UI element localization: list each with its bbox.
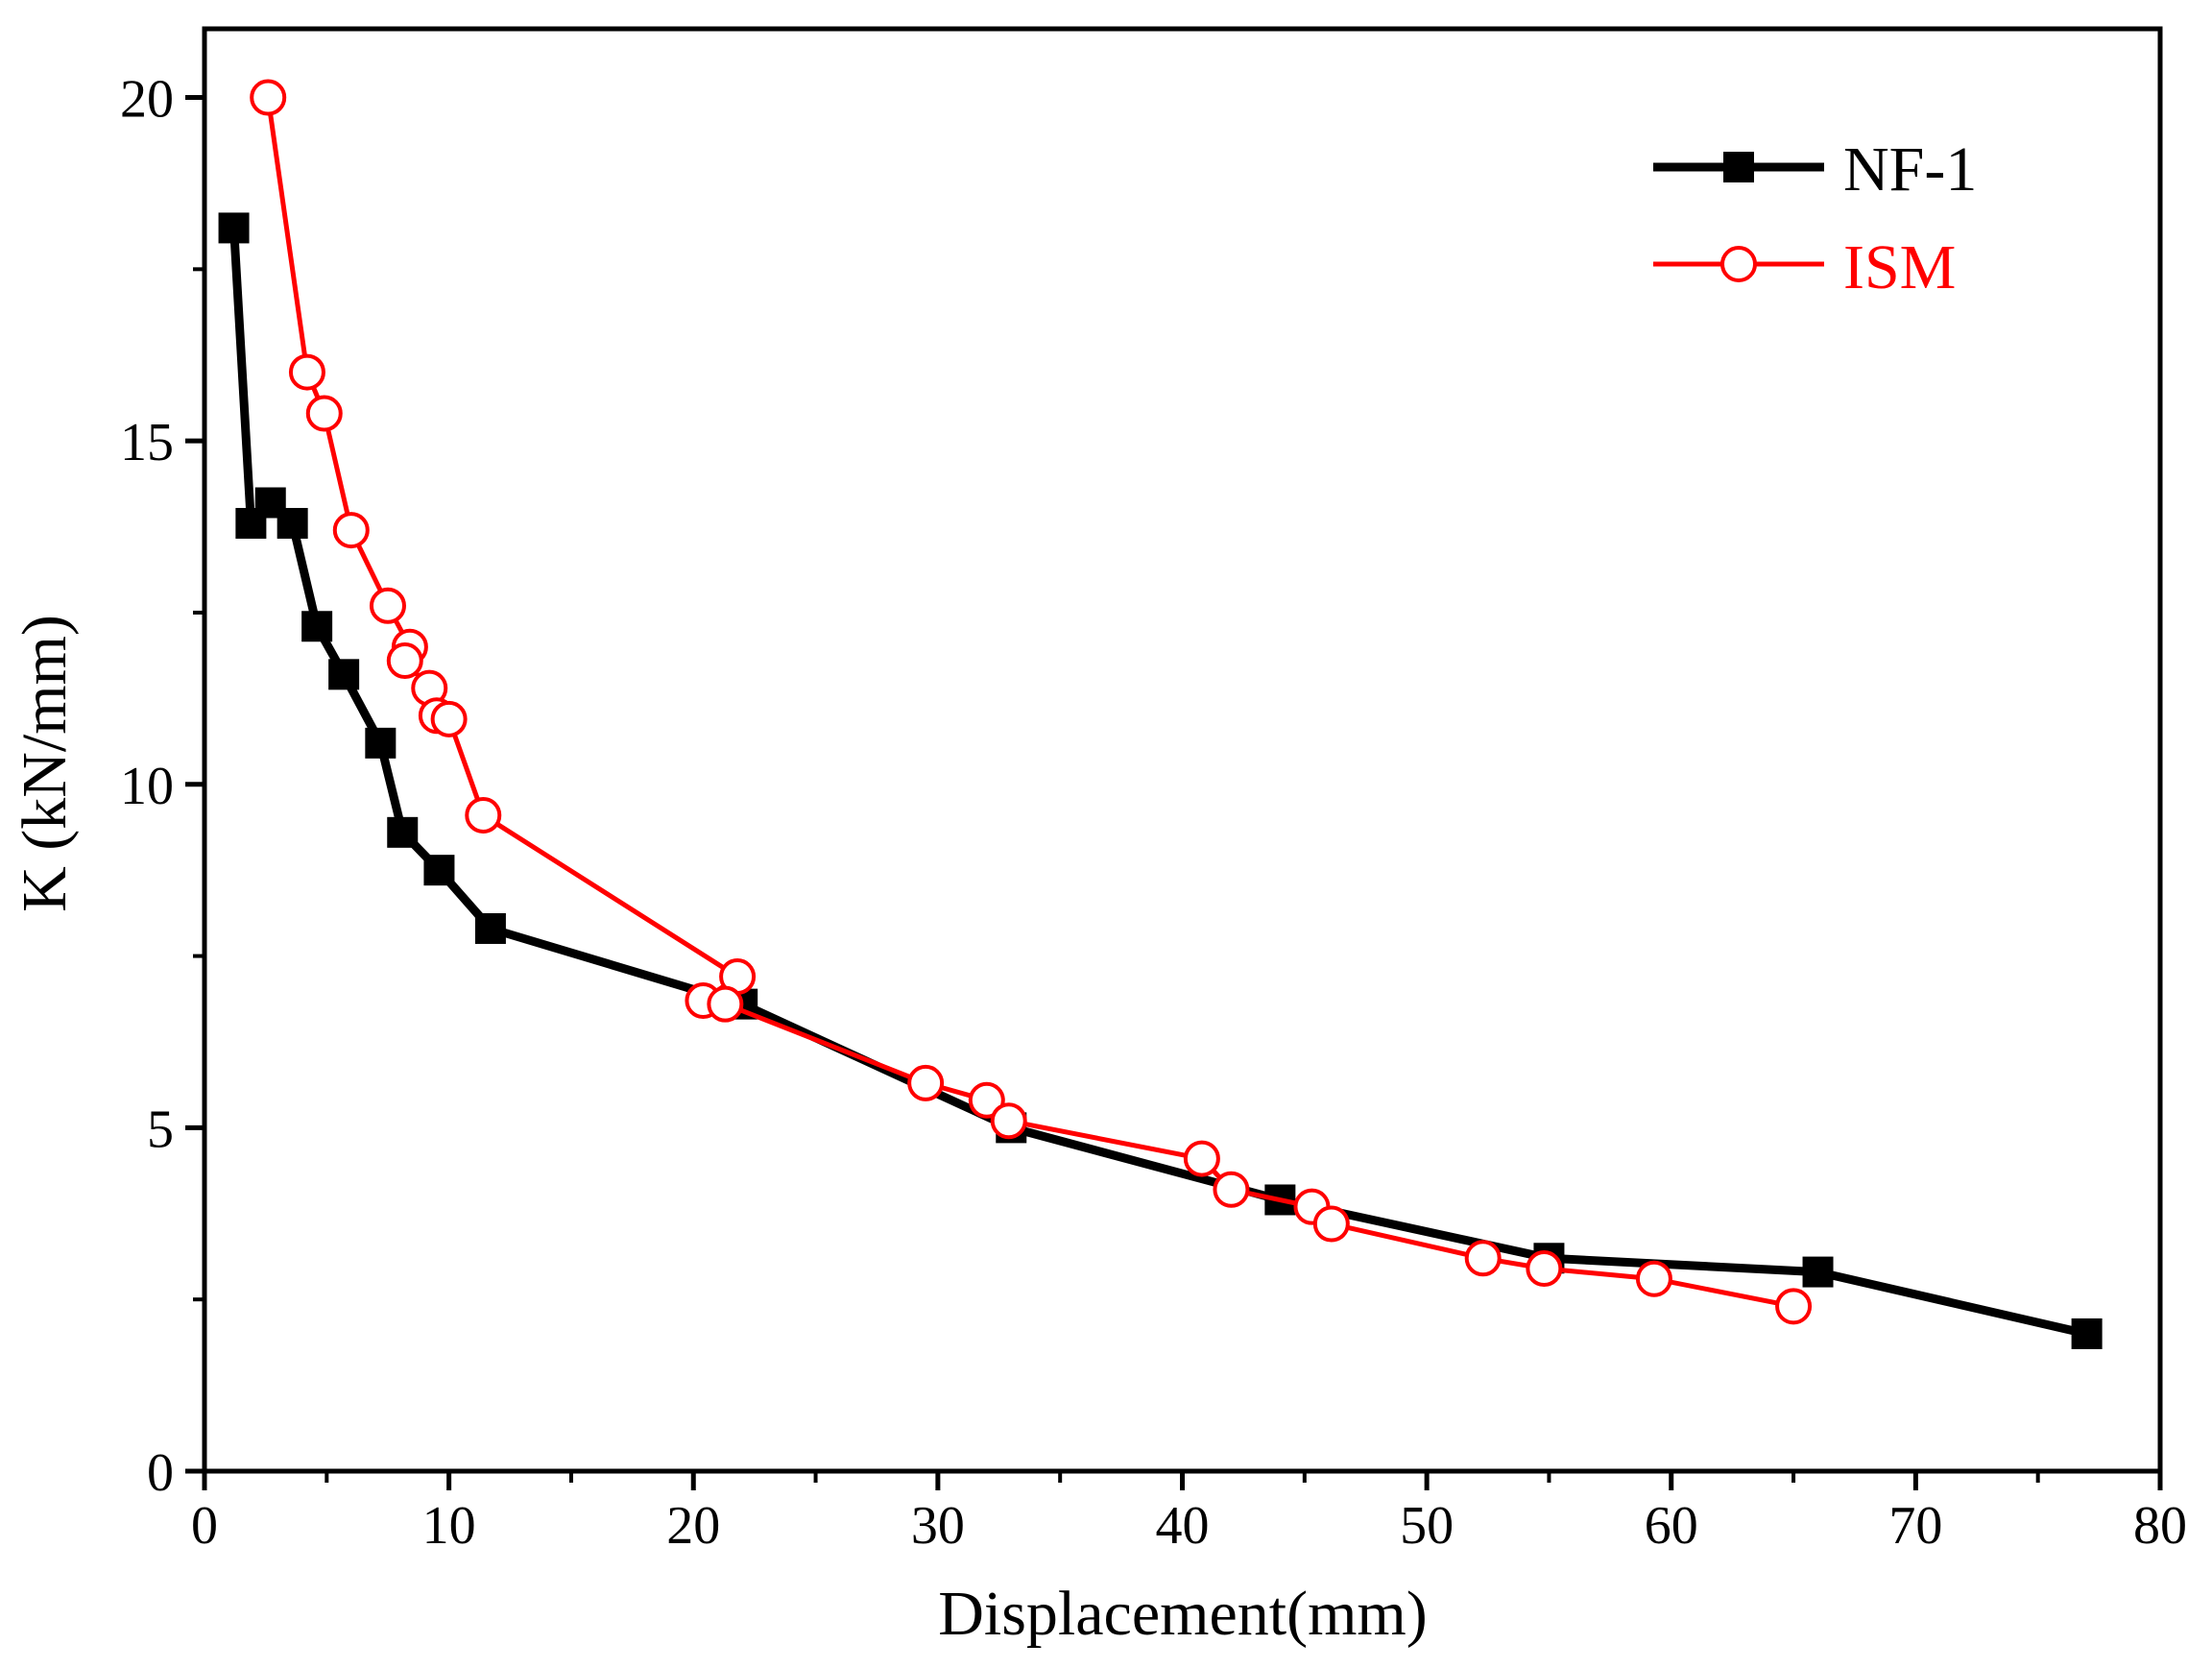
y-tick-label: 20: [120, 70, 174, 130]
y-tick-label: 5: [147, 1100, 174, 1159]
data-point-ism: [1775, 1288, 1813, 1325]
data-point-nf-1: [328, 659, 360, 690]
data-point-ism: [369, 587, 406, 624]
x-axis-title: Displacement(mm): [938, 1579, 1428, 1649]
series-ism: [250, 79, 1813, 1325]
legend-item-ism[interactable]: ISM: [1653, 232, 1956, 302]
y-tick-label: 10: [120, 757, 174, 816]
x-tick-label: 30: [911, 1496, 965, 1556]
data-point-ism: [332, 512, 370, 549]
y-tick-label: 15: [120, 413, 174, 472]
data-point-nf-1: [387, 816, 419, 848]
data-point-ism: [386, 642, 423, 680]
legend-label-ism: ISM: [1843, 232, 1956, 302]
data-point-ism: [707, 985, 744, 1023]
x-tick-label: 40: [1156, 1496, 1210, 1556]
data-point-nf-1: [218, 212, 250, 244]
y-axis-title: K (kN/mm): [10, 615, 80, 912]
data-point-nf-1: [2071, 1317, 2103, 1349]
legend-label-nf-1: NF-1: [1843, 134, 1977, 205]
data-point-ism: [1464, 1240, 1502, 1277]
data-point-nf-1: [276, 507, 308, 539]
series-layer: [218, 79, 2103, 1349]
data-point-nf-1: [474, 912, 506, 944]
data-point-ism: [305, 395, 343, 432]
x-tick-label: 0: [191, 1496, 218, 1556]
data-point-ism: [1213, 1171, 1250, 1208]
legend-marker-ism: [1720, 246, 1757, 282]
data-point-ism: [465, 796, 502, 834]
data-point-ism: [968, 1081, 1005, 1119]
data-point-nf-1: [423, 855, 455, 886]
legend: NF-1 ISM: [1653, 134, 1977, 302]
x-tick-label: 70: [1888, 1496, 1942, 1556]
data-point-ism: [250, 79, 287, 116]
y-tick-label: 0: [147, 1443, 174, 1503]
data-point-ism: [430, 700, 468, 737]
x-tick-label: 80: [2133, 1496, 2187, 1556]
ticks-layer: 0 10 20 30 40 50 60 70 80 0 5 10 15 20: [120, 70, 2187, 1556]
data-point-ism: [1526, 1250, 1563, 1288]
x-tick-label: 20: [666, 1496, 720, 1556]
data-point-ism: [1183, 1140, 1220, 1177]
legend-item-nf-1[interactable]: NF-1: [1653, 134, 1977, 205]
data-point-nf-1: [365, 727, 397, 759]
data-point-nf-1: [301, 611, 333, 642]
x-tick-label: 50: [1400, 1496, 1454, 1556]
data-point-ism: [907, 1064, 945, 1101]
data-point-ism: [288, 353, 325, 391]
legend-marker-nf-1: [1723, 152, 1754, 182]
x-tick-label: 60: [1645, 1496, 1698, 1556]
x-tick-label: 10: [422, 1496, 476, 1556]
data-point-ism: [990, 1102, 1027, 1140]
data-point-ism: [1312, 1205, 1350, 1243]
data-point-nf-1: [1802, 1256, 1834, 1288]
data-point-ism: [1635, 1260, 1672, 1297]
